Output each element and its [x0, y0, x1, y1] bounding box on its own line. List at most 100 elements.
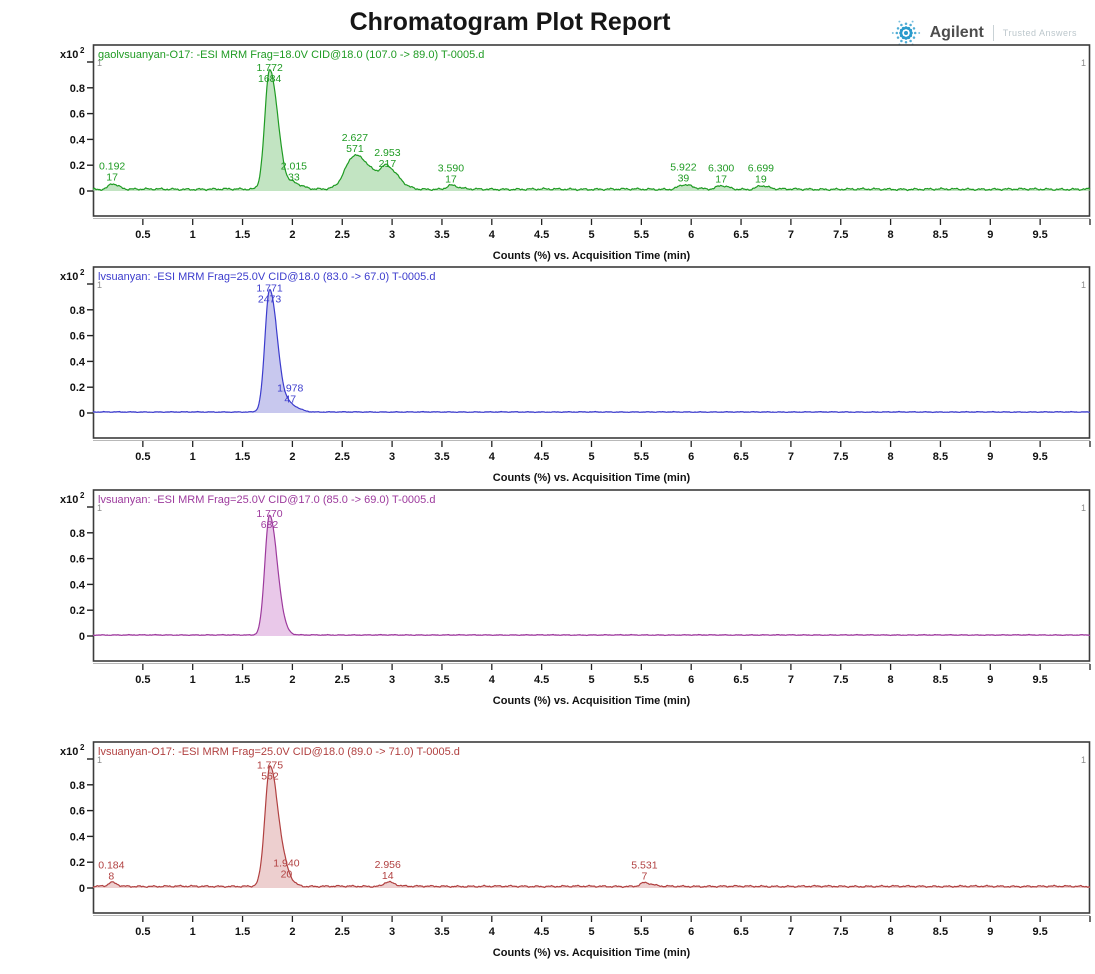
inner-ymax-right: 1: [1081, 58, 1086, 68]
svg-text:8: 8: [888, 229, 894, 241]
svg-text:4.5: 4.5: [534, 229, 549, 241]
svg-text:0.2: 0.2: [70, 160, 85, 172]
inner-ymax-left: 1: [97, 503, 102, 513]
y-axis: 0.8 0.6 0.4 0.2 0: [70, 506, 93, 643]
svg-text:8.5: 8.5: [933, 674, 948, 686]
peak-rt-label: 6.699: [748, 163, 774, 175]
svg-text:2: 2: [80, 491, 85, 500]
svg-text:0.8: 0.8: [70, 83, 85, 95]
trace-line: [92, 69, 1091, 192]
peak-counts-label: 682: [261, 519, 279, 531]
svg-text:9: 9: [987, 926, 993, 938]
svg-text:2.5: 2.5: [335, 451, 350, 463]
svg-text:2: 2: [289, 674, 295, 686]
svg-text:5.5: 5.5: [634, 926, 649, 938]
svg-text:4.5: 4.5: [534, 926, 549, 938]
x-axis-title: Counts (%) vs. Acquisition Time (min): [493, 472, 691, 484]
brand-tagline: Trusted Answers: [1002, 28, 1077, 38]
svg-text:0.6: 0.6: [70, 554, 85, 566]
svg-text:x10: x10: [60, 271, 78, 283]
peak-rt-label: 2.015: [281, 160, 307, 172]
peak-rt-label: 1.771: [256, 282, 282, 294]
svg-text:7.5: 7.5: [833, 229, 848, 241]
svg-text:6: 6: [688, 926, 694, 938]
peak-rt-label: 5.531: [631, 860, 657, 872]
peak-rt-label: 2.956: [375, 859, 401, 871]
svg-text:2: 2: [289, 926, 295, 938]
svg-text:0.2: 0.2: [70, 382, 85, 394]
svg-text:0: 0: [79, 186, 85, 198]
svg-text:9.5: 9.5: [1033, 674, 1048, 686]
inner-ymax-right: 1: [1081, 280, 1086, 290]
svg-text:3: 3: [389, 674, 395, 686]
svg-text:6.5: 6.5: [733, 451, 748, 463]
svg-text:7: 7: [788, 926, 794, 938]
svg-text:0.2: 0.2: [70, 605, 85, 617]
x-axis: 0.5 1 1.5 2 2.5 3 3.5 4 4.5 5 5.5 6 6.5 7 7.5 8 8.5 9 9.5: [135, 664, 1091, 686]
x-axis: 0.5 1 1.5 2 2.5 3 3.5 4 4.5 5 5.5 6 6.5 7 7.5 8 8.5 9 9.5: [135, 219, 1091, 241]
svg-text:0.4: 0.4: [70, 134, 86, 146]
inner-ymax-left: 1: [97, 280, 102, 290]
svg-text:2: 2: [289, 451, 295, 463]
svg-text:0: 0: [79, 883, 85, 895]
svg-text:1.5: 1.5: [235, 674, 250, 686]
peak-rt-label: 1.772: [257, 62, 283, 74]
chromatogram-panel-2: x10 20.80.60.40.201 10.5 1 1.5 2 2.5 3 3.5 4 4.5 5 5…: [60, 266, 1091, 484]
peak-counts-label: 217: [379, 158, 397, 170]
peak-counts-label: 2473: [258, 293, 282, 305]
y-axis: 0.8 0.6 0.4 0.2 0: [70, 758, 93, 895]
report-title: Chromatogram Plot Report: [349, 8, 671, 36]
trace-line: [92, 514, 1091, 637]
svg-text:5: 5: [588, 926, 594, 938]
svg-text:9: 9: [987, 229, 993, 241]
svg-text:0.8: 0.8: [70, 528, 85, 540]
svg-text:5.5: 5.5: [634, 229, 649, 241]
svg-text:3: 3: [389, 926, 395, 938]
peak-rt-label: 1.940: [273, 858, 299, 870]
svg-text:5: 5: [588, 674, 594, 686]
svg-text:2.5: 2.5: [335, 674, 350, 686]
svg-text:1.5: 1.5: [235, 926, 250, 938]
svg-text:7: 7: [788, 451, 794, 463]
chromatogram-panel-1: x10 20.80.60.40.201 10.5 1 1.5 2 2.5 3 3.5 4 4.5 5 5…: [60, 44, 1091, 262]
peak-counts-label: 39: [678, 173, 690, 185]
svg-text:2: 2: [80, 46, 85, 55]
svg-text:4: 4: [489, 451, 496, 463]
peak-rt-label: 0.184: [98, 859, 124, 871]
peak-rt-label: 6.300: [708, 163, 734, 175]
peak-counts-label: 20: [281, 869, 293, 881]
inner-ymax-left: 1: [97, 58, 102, 68]
trace-line: [92, 764, 1091, 889]
svg-text:2: 2: [80, 268, 85, 277]
y-scale-label: x10 2: [60, 491, 85, 506]
svg-text:6: 6: [688, 229, 694, 241]
svg-text:7.5: 7.5: [833, 451, 848, 463]
svg-text:8: 8: [888, 926, 894, 938]
trace-title: lvsuanyan: -ESI MRM Frag=25.0V CID@18.0 …: [98, 271, 435, 283]
chromatogram-panel-3: x10 20.80.60.40.201 10.5 1 1.5 2 2.5 3 3.5 4 4.5 5 5…: [60, 489, 1091, 707]
peak-counts-label: 47: [284, 394, 296, 406]
trace-title: lvsuanyan: -ESI MRM Frag=25.0V CID@17.0 …: [98, 494, 435, 506]
y-scale-label: x10 2: [60, 743, 85, 758]
peak-rt-label: 1.770: [256, 508, 282, 520]
x-axis-title: Counts (%) vs. Acquisition Time (min): [493, 250, 691, 262]
svg-text:5: 5: [588, 229, 594, 241]
x-axis-title: Counts (%) vs. Acquisition Time (min): [493, 695, 691, 707]
svg-text:8.5: 8.5: [933, 451, 948, 463]
svg-text:0.8: 0.8: [70, 305, 85, 317]
inner-ymax-left: 1: [97, 755, 102, 765]
svg-text:0: 0: [79, 408, 85, 420]
svg-text:9: 9: [987, 674, 993, 686]
x-axis: 0.5 1 1.5 2 2.5 3 3.5 4 4.5 5 5.5 6 6.5 7 7.5 8 8.5 9 9.5: [135, 441, 1091, 463]
svg-text:3: 3: [389, 451, 395, 463]
svg-text:0.5: 0.5: [135, 451, 150, 463]
peak-rt-label: 2.953: [374, 147, 400, 159]
brand-name: Agilent: [929, 24, 984, 41]
peak-rt-label: 1.775: [257, 759, 283, 771]
svg-text:7.5: 7.5: [833, 926, 848, 938]
svg-text:2.5: 2.5: [335, 229, 350, 241]
svg-text:6: 6: [688, 674, 694, 686]
svg-text:3.5: 3.5: [434, 674, 449, 686]
